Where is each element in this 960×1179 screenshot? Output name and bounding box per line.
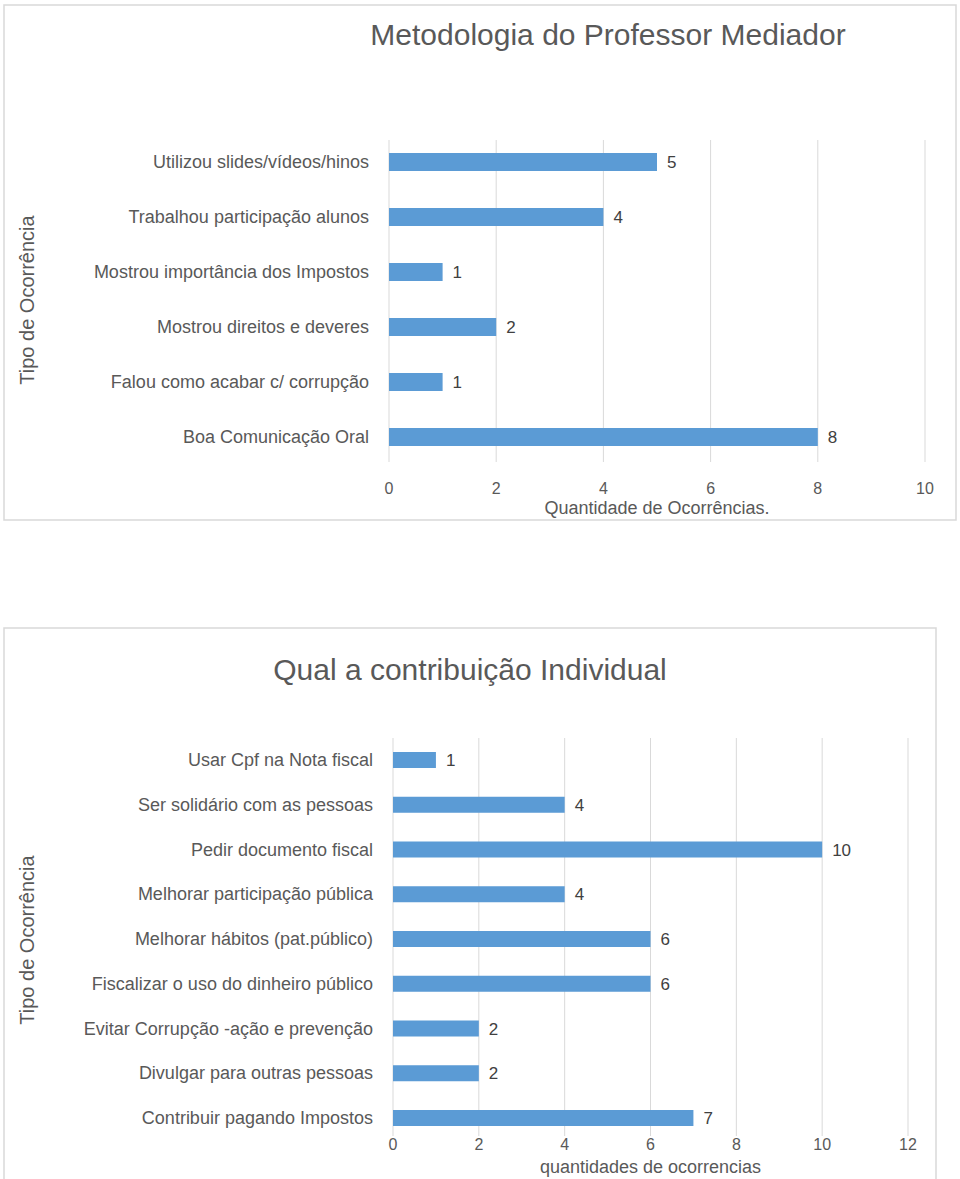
category-label: Trabalhou participação alunos <box>129 207 370 227</box>
bar <box>389 428 818 446</box>
category-label: Mostrou importância dos Impostos <box>94 262 369 282</box>
bar <box>393 842 822 858</box>
bar <box>393 752 436 768</box>
bar <box>393 1065 479 1081</box>
category-label: Mostrou direitos e deveres <box>157 317 369 337</box>
y-axis-label: Tipo de Ocorrência <box>16 854 38 1024</box>
data-label: 6 <box>661 930 670 949</box>
y-axis-label: Tipo de Ocorrência <box>16 214 38 384</box>
data-label: 2 <box>506 318 515 337</box>
data-label: 2 <box>489 1064 498 1083</box>
data-label: 4 <box>613 208 622 227</box>
category-label: Falou como acabar c/ corrupção <box>111 372 369 392</box>
x-tick-label: 6 <box>646 1136 655 1153</box>
x-tick-label: 6 <box>706 480 715 497</box>
x-tick-label: 2 <box>474 1136 483 1153</box>
bar <box>393 1021 479 1037</box>
data-label: 8 <box>828 428 837 447</box>
chart-canvas: Metodologia do Professor Mediador Tipo de… <box>0 0 960 1179</box>
data-label: 1 <box>453 373 462 392</box>
x-tick-label: 10 <box>916 480 934 497</box>
chart-panel: Metodologia do Professor Mediador Tipo de… <box>4 5 956 520</box>
x-tick-label: 0 <box>385 480 394 497</box>
category-label: Divulgar para outras pessoas <box>139 1063 373 1083</box>
x-tick-label: 8 <box>813 480 822 497</box>
category-label: Boa Comunicação Oral <box>183 427 369 447</box>
grid-line <box>603 140 604 462</box>
chart-frame <box>4 5 956 520</box>
page: {"chart_data": [ {"type": "bar", "orient… <box>0 0 960 1179</box>
bar <box>393 931 651 947</box>
grid-line <box>389 140 390 462</box>
grid-line <box>736 738 737 1136</box>
category-label: Ser solidário com as pessoas <box>138 795 373 815</box>
x-tick-label: 12 <box>899 1136 917 1153</box>
data-label: 6 <box>661 975 670 994</box>
x-tick-label: 0 <box>389 1136 398 1153</box>
data-label: 1 <box>446 751 455 770</box>
grid-line <box>822 738 823 1136</box>
category-label: Fiscalizar o uso do dinheiro público <box>92 974 373 994</box>
x-tick-label: 4 <box>560 1136 569 1153</box>
grid-line <box>817 140 818 462</box>
bar <box>389 263 443 281</box>
data-label: 2 <box>489 1020 498 1039</box>
grid-line <box>710 140 711 462</box>
bars <box>393 752 822 1126</box>
grid-line <box>925 140 926 462</box>
bar <box>393 1110 693 1126</box>
bar <box>389 318 496 336</box>
category-label: Pedir documento fiscal <box>191 840 373 860</box>
data-label: 7 <box>703 1109 712 1128</box>
chart-frame <box>4 628 936 1179</box>
data-label: 1 <box>453 263 462 282</box>
category-label: Usar Cpf na Nota fiscal <box>188 750 373 770</box>
category-label: Melhorar hábitos (pat.público) <box>135 929 373 949</box>
chart-title: Metodologia do Professor Mediador <box>370 18 845 51</box>
bar <box>393 976 651 992</box>
x-axis-label: quantidades de ocorrencias <box>540 1157 761 1177</box>
grid-line <box>496 140 497 462</box>
chart-title: Qual a contribuição Individual <box>273 653 667 686</box>
bar <box>389 153 657 171</box>
data-label: 4 <box>575 796 584 815</box>
data-label: 5 <box>667 153 676 172</box>
category-label: Utilizou slides/vídeos/hinos <box>153 152 369 172</box>
x-tick-label: 4 <box>599 480 608 497</box>
bar <box>389 373 443 391</box>
data-label: 4 <box>575 885 584 904</box>
bar <box>393 886 565 902</box>
bars <box>389 153 818 446</box>
x-tick-label: 10 <box>813 1136 831 1153</box>
category-label: Melhorar participação pública <box>138 884 374 904</box>
bar <box>393 797 565 813</box>
x-tick-label: 8 <box>732 1136 741 1153</box>
x-axis-label: Quantidade de Ocorrências. <box>544 498 769 518</box>
chart-panel: Qual a contribuição Individual Tipo de Oc… <box>4 628 936 1179</box>
grid-line <box>908 738 909 1136</box>
x-tick-label: 2 <box>492 480 501 497</box>
data-label: 10 <box>832 841 851 860</box>
bar <box>389 208 603 226</box>
category-label: Evitar Corrupção -ação e prevenção <box>84 1019 373 1039</box>
category-label: Contribuir pagando Impostos <box>142 1108 373 1128</box>
